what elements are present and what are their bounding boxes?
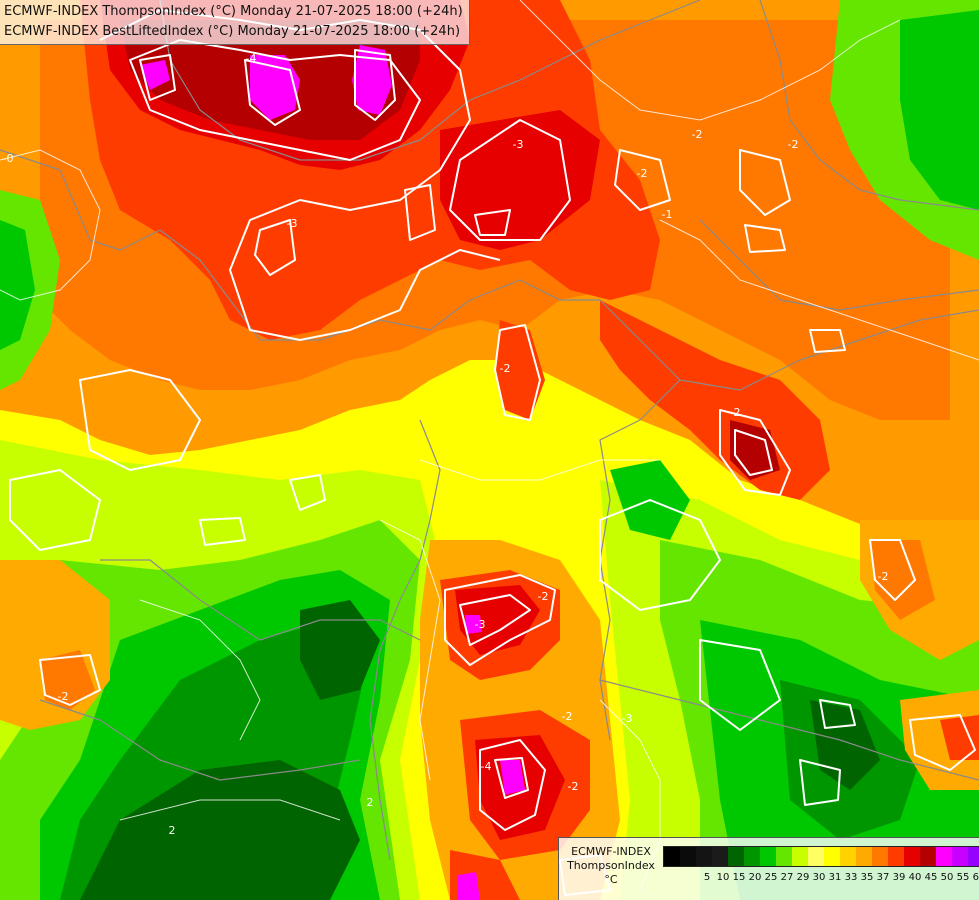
field-magenta-south-3	[458, 872, 480, 900]
contour-label: 2	[169, 824, 176, 837]
field-green-ne-core	[900, 10, 979, 210]
contour-label: -2	[692, 128, 703, 141]
legend-tick-label: 50	[940, 872, 954, 883]
legend-tick-label: 33	[844, 872, 858, 883]
legend-swatch	[920, 847, 936, 866]
legend-swatch	[664, 847, 680, 866]
legend-tick-label: 31	[828, 872, 842, 883]
legend-tick-label: 27	[780, 872, 794, 883]
legend-swatch	[696, 847, 712, 866]
legend-tick-label: 5	[703, 872, 711, 883]
legend-tick-label: 35	[860, 872, 874, 883]
field-forest-sw-2	[300, 600, 380, 700]
contour-label: -3	[622, 712, 633, 725]
contour-label: -3	[475, 618, 486, 631]
legend-swatch	[760, 847, 776, 866]
contour-label: -0	[3, 152, 14, 165]
field-orange-east-2	[870, 540, 935, 620]
legend-tick-label: 29	[796, 872, 810, 883]
legend-tick-label: 15	[732, 872, 746, 883]
legend-parameter: ThompsonIndex	[567, 859, 655, 872]
legend-tick-label: 55	[956, 872, 970, 883]
legend-swatch	[888, 847, 904, 866]
legend-swatch	[776, 847, 792, 866]
title-line-bestlifted: ECMWF-INDEX BestLiftedIndex (°C) Monday …	[4, 24, 461, 39]
legend-swatch	[936, 847, 952, 866]
legend-title: ECMWF-INDEX ThompsonIndex °C	[563, 845, 659, 887]
legend-tick-label: 60	[972, 872, 979, 883]
field-magenta-south-2	[465, 615, 482, 634]
field-red-ridge	[495, 320, 545, 420]
legend-tick-label: 20	[748, 872, 762, 883]
legend-swatch	[904, 847, 920, 866]
field-magenta-north-3	[140, 60, 170, 90]
contour-label: -2	[568, 780, 579, 793]
legend-unit: °C	[604, 873, 618, 886]
contour-label: -2	[500, 362, 511, 375]
contour-label: -3	[513, 138, 524, 151]
contour-label: -2	[538, 590, 549, 603]
contour-labels: -3 -4 -3 -2 -2 -2 -2 -2 -2 -1 -2 -2 -3 -…	[3, 52, 889, 837]
color-legend: ECMWF-INDEX ThompsonIndex °C 5 10 15 20 25 27…	[558, 837, 979, 900]
contour-label: -2	[730, 406, 741, 419]
legend-swatch	[856, 847, 872, 866]
legend-swatch	[968, 847, 979, 866]
country-borders	[0, 0, 979, 861]
contour-label: -2	[562, 710, 573, 723]
contour-label: -2	[878, 570, 889, 583]
field-red-se-corner	[940, 715, 979, 760]
legend-tick-label: 30	[812, 872, 826, 883]
legend-tick-label: 10	[716, 872, 730, 883]
legend-tick-label: 37	[876, 872, 890, 883]
map-title: ECMWF-INDEX ThompsonIndex (°C) Monday 21…	[0, 0, 470, 45]
legend-swatch	[712, 847, 728, 866]
field-orange-sw-core	[40, 650, 95, 710]
field-magenta-north-2	[352, 45, 392, 115]
legend-tick-label: 39	[892, 872, 906, 883]
contour-label: -4	[481, 760, 492, 773]
legend-colorbar	[663, 846, 979, 867]
legend-swatch	[952, 847, 968, 866]
legend-tick-label: 40	[908, 872, 922, 883]
legend-tick-label: 45	[924, 872, 938, 883]
legend-swatch	[680, 847, 696, 866]
legend-tick-label: 25	[764, 872, 778, 883]
field-green-west-core	[0, 220, 35, 350]
title-line-thompson: ECMWF-INDEX ThompsonIndex (°C) Monday 21…	[4, 4, 463, 19]
legend-swatch	[744, 847, 760, 866]
legend-tick-labels: 5 1015202527293031333537394045505560	[663, 870, 979, 886]
field-magenta-south-1	[500, 760, 525, 795]
legend-swatch	[840, 847, 856, 866]
contour-label: -4	[246, 52, 257, 65]
legend-swatch	[872, 847, 888, 866]
contour-label: -1	[662, 208, 673, 221]
contour-label: -2	[58, 690, 69, 703]
legend-swatch	[808, 847, 824, 866]
contour-label: -2	[788, 138, 799, 151]
field-forest-sw	[80, 760, 360, 900]
field-magenta-north-1	[250, 55, 300, 120]
legend-swatch	[824, 847, 840, 866]
contour-label: -2	[637, 167, 648, 180]
legend-swatch	[792, 847, 808, 866]
legend-model: ECMWF-INDEX	[571, 845, 651, 858]
contour-label: -3	[287, 217, 298, 230]
legend-swatch	[728, 847, 744, 866]
contour-label: 2	[367, 796, 374, 809]
